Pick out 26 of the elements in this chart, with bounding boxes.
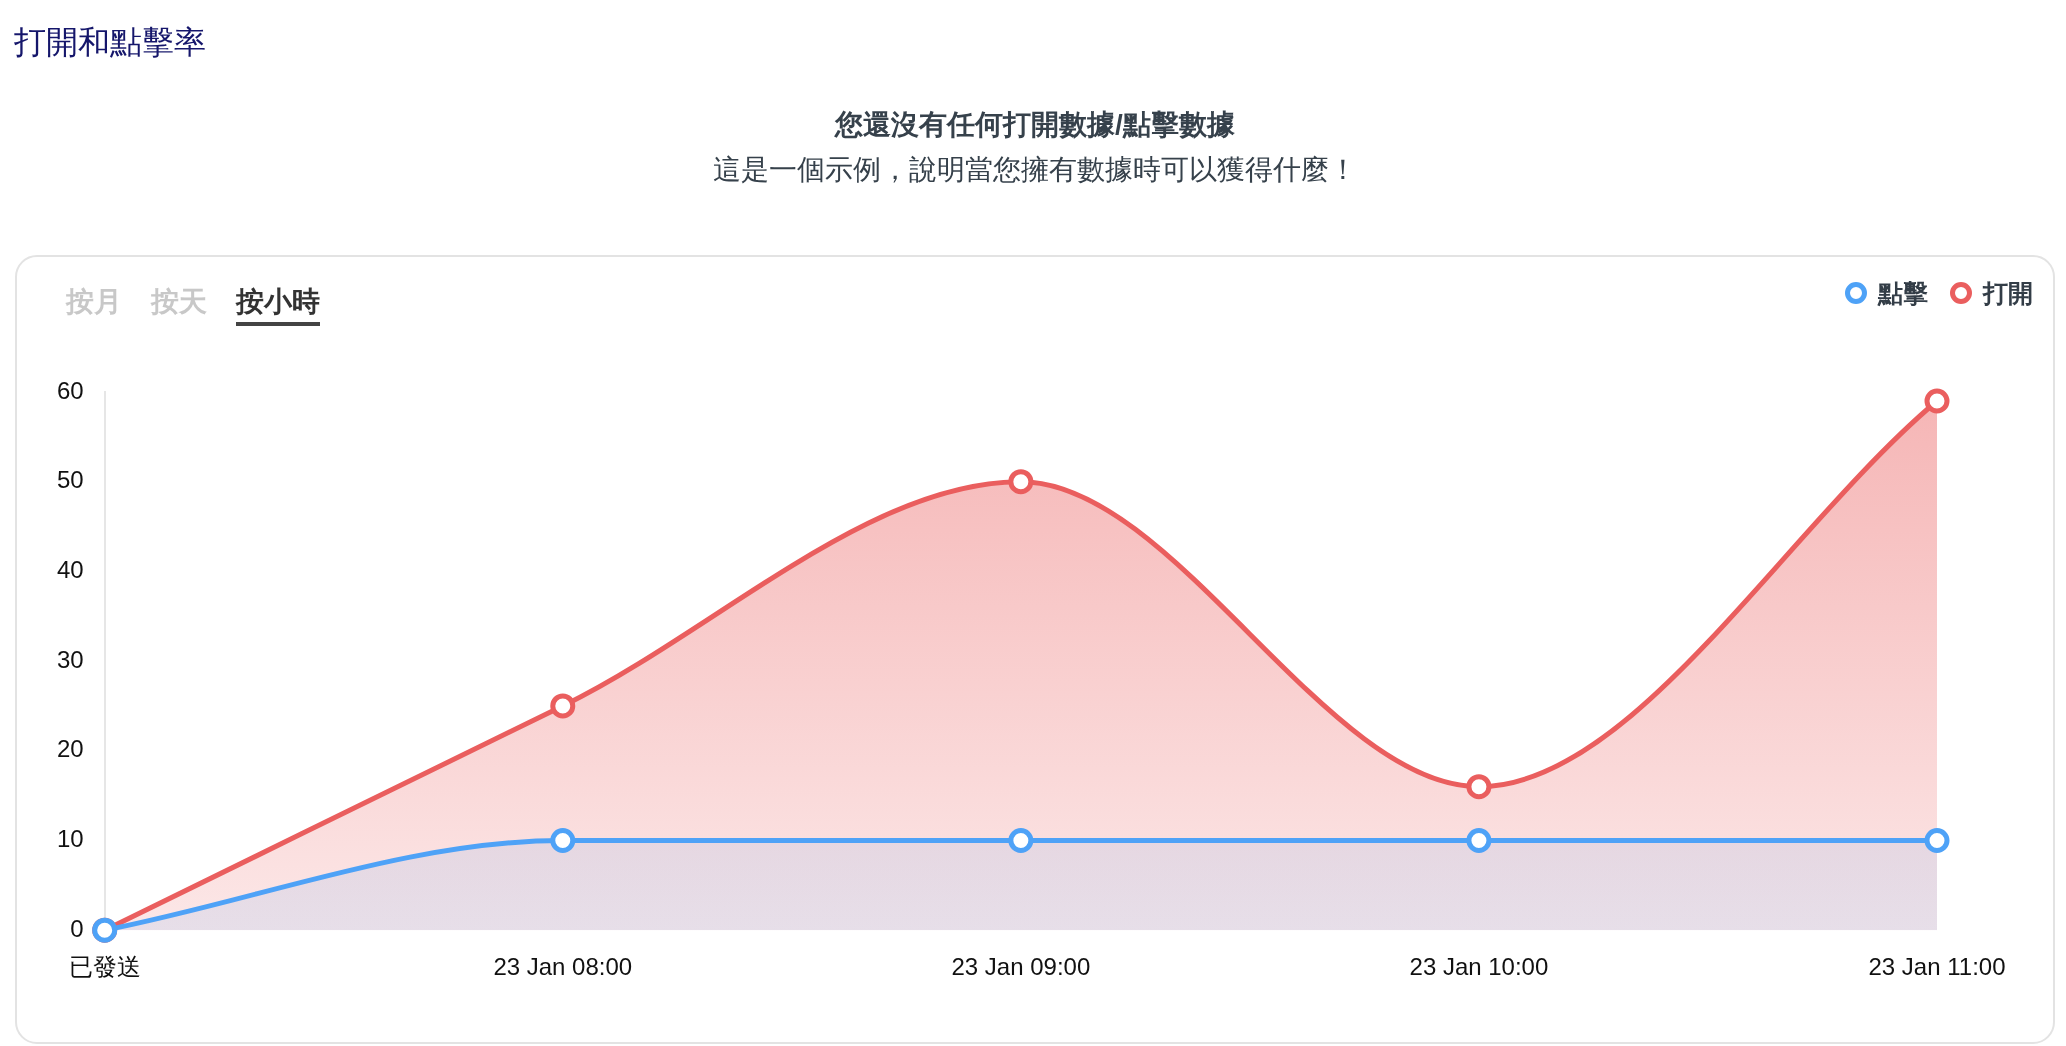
x-tick-label: 23 Jan 08:00 [493,953,633,981]
point [1008,828,1034,853]
point [1008,469,1034,495]
legend-label: 點擊 [1878,278,1928,308]
selected-tab[interactable]: 按小時 [236,284,320,326]
y-tick-label: 40 [56,556,84,584]
y-tick-label: 20 [56,735,84,763]
x-tick-label: 已發送 [68,953,141,981]
legend-label: 打開 [1983,278,2033,308]
text: 這是一個示例，說明當您擁有數據時可以獲得什麼！ [713,153,1357,187]
y-tick-label: 60 [56,376,84,404]
y-tick-label: 0 [70,914,84,942]
point [1924,388,1950,414]
point [1924,828,1950,853]
point [1466,774,1492,800]
chart-title: 打開和點擊率 [14,23,206,62]
point [550,828,576,853]
y-tick-label: 30 [56,645,84,673]
x-tick-label: 23 Jan 11:00 [1868,953,2006,981]
y-tick-label: 50 [56,466,84,494]
chart-subtitle: 您還沒有任何打開數據/點擊數據 [835,108,1235,142]
point [1466,828,1492,853]
x-tick-label: 23 Jan 10:00 [1409,953,1549,981]
point [550,693,576,719]
y-tick-label: 10 [56,825,84,853]
x-tick-label: 23 Jan 09:00 [951,953,1091,981]
